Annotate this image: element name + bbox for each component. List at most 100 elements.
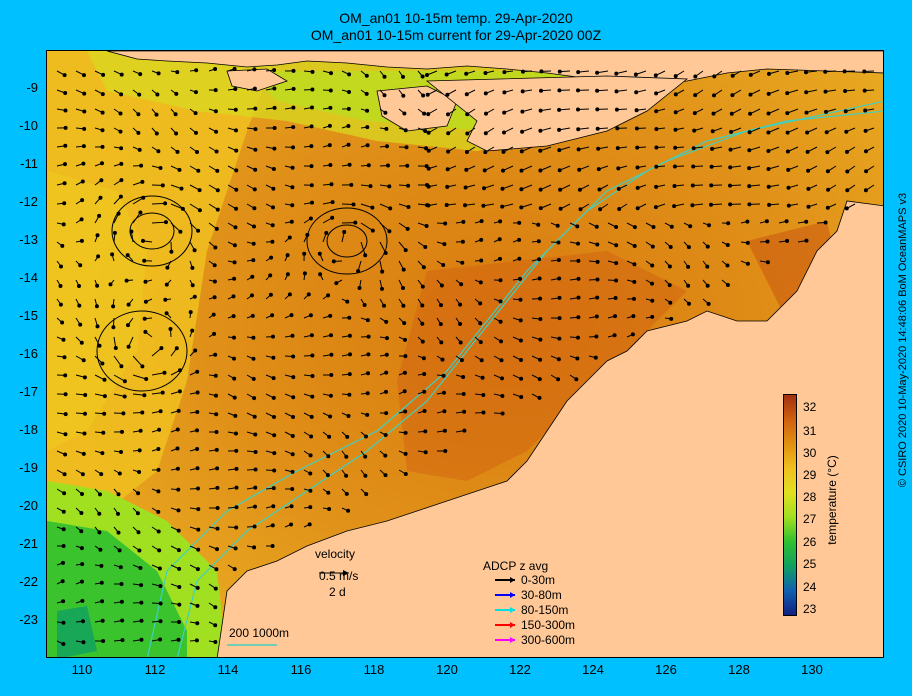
current-vector-head (156, 71, 161, 76)
x-tick: 118 (363, 662, 385, 677)
current-vector-head (691, 146, 696, 151)
current-vector-head (458, 340, 463, 345)
map-plot-area[interactable]: velocity 0.5 m/s 2 d ADCP z avg 0-30m 30… (46, 50, 884, 658)
current-vector-head (63, 91, 68, 95)
current-vector-head (215, 526, 220, 531)
current-vector-head (291, 68, 296, 73)
current-vector-head (557, 148, 562, 153)
current-vector-head (289, 219, 294, 224)
current-vector-head (423, 450, 428, 455)
current-vector-head (481, 410, 486, 415)
current-vector-head (421, 93, 426, 98)
current-vector (170, 222, 181, 233)
current-vector-head (406, 183, 411, 188)
current-vector-head (615, 146, 620, 151)
current-vector-head (83, 411, 87, 416)
current-vector-head (517, 237, 522, 242)
current-vector-head (747, 202, 752, 207)
current-vector-head (119, 450, 123, 454)
current-vector-head (653, 205, 658, 210)
current-vector-head (576, 315, 581, 320)
current-vector-head (426, 184, 431, 189)
current-vector-head (498, 278, 503, 283)
current-vector-head (345, 299, 350, 304)
current-vector-head (291, 86, 296, 91)
current-vector-head (845, 169, 850, 174)
current-vector-head (556, 258, 561, 262)
current-vector-head (439, 283, 444, 288)
current-vector-head (745, 261, 750, 266)
current-vector-head (251, 335, 256, 340)
current-vector-head (403, 430, 408, 435)
current-vector-head (464, 71, 469, 76)
current-vector-head (212, 295, 217, 300)
current-vector-head (707, 223, 711, 228)
current-vector-head (366, 334, 371, 339)
current-vector-head (329, 333, 333, 338)
current-vector-head (729, 129, 734, 134)
current-vector-head (422, 372, 427, 376)
current-vector-head (382, 303, 386, 308)
current-vector-head (94, 304, 99, 309)
current-vector (132, 374, 147, 380)
current-vector-head (446, 112, 450, 117)
current-vector-head (785, 130, 790, 135)
current-vector-head (595, 107, 600, 112)
current-vector-head (195, 150, 199, 154)
current-vector-head (212, 279, 217, 284)
current-vector-head (422, 111, 427, 116)
current-vector-head (653, 73, 658, 78)
current-vector-head (329, 352, 334, 357)
current-vector-head (785, 238, 790, 243)
current-vector-head (158, 166, 163, 170)
current-vector-head (326, 490, 331, 495)
current-vector-head (253, 167, 258, 172)
current-vector-head (234, 148, 239, 153)
current-vector-head (806, 168, 811, 173)
current-vector-head (177, 389, 182, 394)
current-vector-head (63, 162, 67, 167)
current-vector-head (844, 206, 849, 211)
current-vector-head (306, 292, 311, 297)
current-vector-head (118, 129, 123, 134)
current-vector-head (233, 413, 238, 418)
current-vector-head (597, 187, 602, 192)
y-tick: -12 (19, 194, 38, 209)
current-vector-head (63, 452, 68, 457)
current-vector-head (60, 579, 65, 584)
current-vector-head (845, 188, 850, 193)
current-vector-head (136, 491, 141, 496)
current-vector-head (423, 429, 428, 434)
current-vector-head (805, 130, 810, 135)
current-vector-head (156, 149, 161, 154)
current-vector-head (213, 67, 218, 71)
current-vector-head (426, 203, 431, 208)
current-vector-head (864, 149, 868, 154)
current-vector-head (558, 187, 563, 192)
current-vector-head (119, 582, 124, 586)
current-vector-head (519, 358, 523, 362)
current-vector-head (728, 202, 733, 207)
current-vector-head (250, 293, 254, 298)
current-vector-head (745, 219, 750, 224)
current-vector-head (253, 504, 257, 509)
current-vector (132, 212, 141, 224)
current-vector-head (502, 130, 506, 135)
current-vector-head (79, 340, 84, 345)
current-vector-head (403, 248, 408, 253)
current-vector-head (347, 90, 351, 94)
current-vector-head (272, 451, 277, 456)
current-vector-head (615, 126, 620, 131)
current-vector-head (81, 161, 86, 166)
current-vector-head (80, 472, 85, 477)
current-vector-head (190, 283, 195, 288)
y-tick: -11 (20, 156, 38, 171)
current-vector-head (212, 263, 217, 268)
current-vector-head (98, 195, 103, 200)
current-vector-head (81, 358, 86, 363)
current-vector-head (363, 473, 368, 478)
current-vector-head (382, 93, 387, 98)
current-vector-head (174, 346, 179, 351)
current-vector (132, 197, 144, 205)
current-vector-head (138, 566, 143, 570)
